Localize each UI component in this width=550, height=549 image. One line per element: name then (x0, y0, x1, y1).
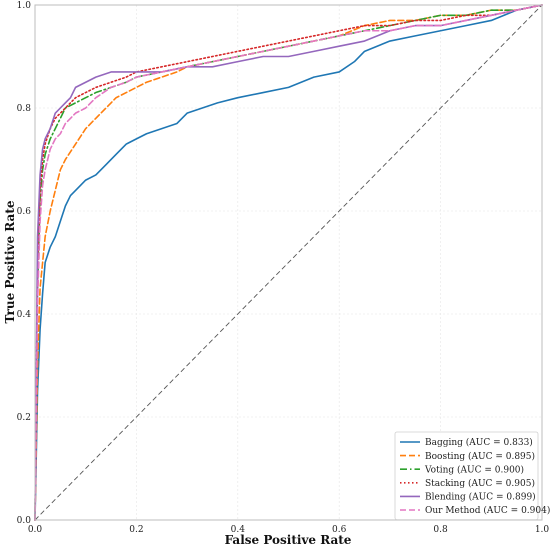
legend-label: Blending (AUC = 0.899) (425, 492, 536, 503)
x-tick-label: 0.0 (28, 525, 43, 535)
x-tick-label: 1.0 (535, 525, 550, 535)
reference-diagonal (34, 4, 543, 521)
y-tick-label: 0.6 (17, 207, 32, 217)
legend-label: Stacking (AUC = 0.905) (425, 478, 535, 489)
x-tick-label: 0.4 (231, 525, 246, 535)
y-tick-label: 0.8 (17, 104, 32, 114)
series-layer (34, 4, 543, 521)
legend-label: Boosting (AUC = 0.895) (425, 451, 535, 462)
plot-frame (34, 4, 543, 521)
legend-label: Our Method (AUC = 0.904) (425, 505, 550, 516)
legend-box (394, 431, 539, 520)
y-axis-label: True Positive Rate (3, 200, 17, 323)
legend-label: Bagging (AUC = 0.833) (425, 437, 533, 448)
series-line-1 (34, 4, 543, 521)
series-line-0 (34, 4, 543, 521)
legend: Bagging (AUC = 0.833) Boosting (AUC = 0.8… (394, 431, 550, 520)
x-tick-label: 0.6 (332, 525, 347, 535)
y-tick-label: 1.0 (17, 1, 32, 11)
x-axis-ticks: 0.0 0.2 0.4 0.6 0.8 1.0 (28, 525, 550, 535)
x-tick-label: 0.2 (129, 525, 143, 535)
y-tick-label: 0.2 (17, 413, 31, 423)
y-tick-label: 0.0 (17, 516, 32, 526)
series-line-5 (34, 4, 543, 521)
legend-label: Voting (AUC = 0.900) (424, 464, 524, 475)
y-tick-label: 0.4 (17, 310, 32, 320)
y-axis-ticks: 0.0 0.2 0.4 0.6 0.8 1.0 (17, 1, 32, 526)
x-axis-label: False Positive Rate (225, 533, 352, 547)
x-tick-label: 0.8 (433, 525, 448, 535)
reference-line (34, 4, 543, 521)
